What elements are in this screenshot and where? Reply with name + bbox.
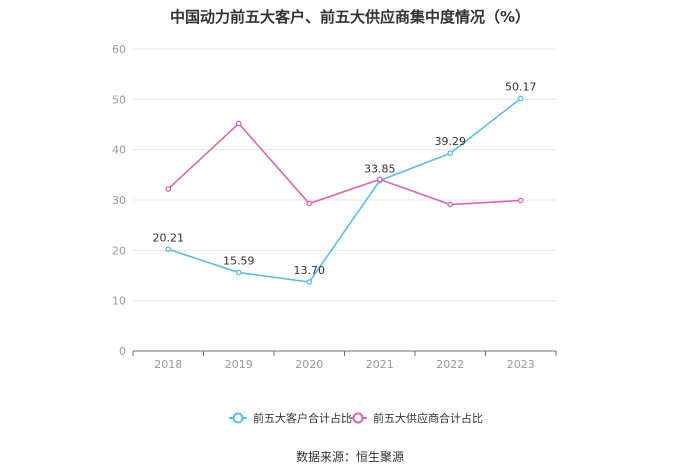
data-point[interactable] bbox=[306, 279, 313, 285]
data-source-note: 数据来源：恒生聚源 bbox=[296, 449, 404, 464]
series-line bbox=[167, 122, 521, 206]
y-tick-label: 30 bbox=[112, 194, 126, 207]
series-2 bbox=[165, 120, 524, 208]
y-tick-label: 40 bbox=[112, 144, 126, 157]
data-label: 33.85 bbox=[364, 163, 396, 176]
x-axis: 2018 2019 2020 2021 2022 2023 bbox=[132, 350, 557, 371]
x-tick-label: 2022 bbox=[436, 358, 464, 371]
legend[interactable]: 前五大客户合计占比 前五大供应商合计占比 bbox=[229, 411, 483, 425]
data-point[interactable] bbox=[306, 200, 313, 207]
y-tick-label: 10 bbox=[112, 295, 126, 308]
data-point[interactable] bbox=[235, 269, 242, 276]
chart-title: 中国动力前五大客户、前五大供应商集中度情况（%） bbox=[170, 8, 530, 26]
data-labels: 20.21 15.59 13.70 33.85 39.29 50.17 bbox=[153, 80, 537, 277]
y-tick-label: 20 bbox=[112, 244, 126, 257]
data-point[interactable] bbox=[447, 201, 454, 208]
data-point[interactable] bbox=[235, 120, 242, 127]
x-tick-label: 2019 bbox=[225, 358, 253, 371]
y-axis: 0 10 20 30 40 50 60 bbox=[112, 43, 126, 358]
legend-marker-icon bbox=[232, 412, 244, 424]
data-point[interactable] bbox=[517, 197, 524, 204]
data-label: 20.21 bbox=[153, 231, 185, 244]
x-tick-label: 2023 bbox=[507, 358, 535, 371]
gridlines bbox=[133, 48, 556, 302]
data-label: 15.59 bbox=[223, 255, 255, 268]
series-line bbox=[167, 97, 522, 283]
data-label: 39.29 bbox=[435, 135, 467, 148]
data-label: 13.70 bbox=[294, 264, 326, 277]
legend-item-2[interactable]: 前五大供应商合计占比 bbox=[349, 411, 483, 425]
x-tick-label: 2021 bbox=[366, 358, 394, 371]
legend-label: 前五大供应商合计占比 bbox=[373, 411, 483, 425]
y-tick-label: 0 bbox=[119, 345, 126, 358]
y-tick-label: 60 bbox=[112, 43, 126, 56]
series-layer bbox=[165, 95, 524, 285]
legend-item-1[interactable]: 前五大客户合计占比 bbox=[229, 411, 352, 425]
data-point[interactable] bbox=[517, 95, 524, 102]
data-point[interactable] bbox=[447, 150, 454, 157]
x-tick-label: 2018 bbox=[154, 358, 182, 371]
y-tick-label: 50 bbox=[112, 93, 126, 106]
series-1 bbox=[165, 95, 524, 285]
data-point[interactable] bbox=[376, 176, 383, 183]
data-point[interactable] bbox=[165, 246, 172, 253]
legend-marker-icon bbox=[352, 412, 364, 424]
data-point[interactable] bbox=[165, 186, 172, 192]
x-tick-label: 2020 bbox=[295, 358, 323, 371]
legend-label: 前五大客户合计占比 bbox=[253, 411, 352, 425]
data-label: 50.17 bbox=[505, 80, 537, 93]
